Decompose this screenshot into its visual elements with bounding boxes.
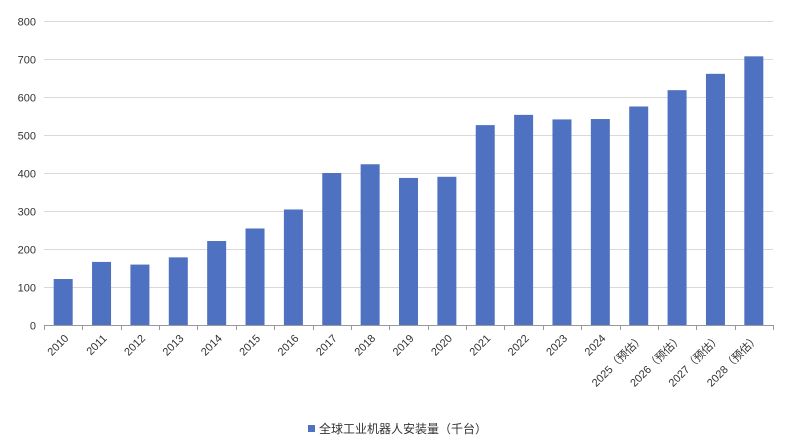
y-tick-label: 500 [18,131,36,143]
x-tick-label: 2010 [46,333,72,359]
bar-2023[interactable] [552,119,572,325]
legend-label: 全球工业机器人安装量（千台） [319,421,487,436]
x-tick-label: 2021 [468,333,494,359]
bar-2019[interactable] [399,177,418,325]
x-tick-label: 2012 [122,333,148,359]
axes [44,325,774,330]
bar-2016[interactable] [283,209,303,325]
x-tick-label: 2020 [429,333,455,359]
x-tick-label: 2019 [391,333,417,359]
y-tick-label: 400 [18,169,36,181]
x-tick-label: 2017 [314,333,340,359]
y-tick-label: 600 [18,93,36,105]
bar-2021[interactable] [475,125,495,326]
bar-2012[interactable] [130,264,150,325]
bar-2027（预估）[interactable] [705,73,725,325]
bar-2013[interactable] [168,257,188,325]
bar-2018[interactable] [360,164,380,325]
x-tick-label: 2014 [199,333,225,359]
y-tick-label: 0 [30,321,36,333]
bar-2010[interactable] [53,279,73,325]
bars [53,56,764,326]
bar-2022[interactable] [514,114,534,325]
bar-2015[interactable] [245,228,265,325]
y-tick-label: 700 [18,55,36,67]
legend[interactable]: 全球工业机器人安装量（千台） [308,421,487,436]
bar-2014[interactable] [207,241,227,325]
x-tick-label: 2015 [237,333,263,359]
y-axis-ticks: 0 100 200 300 400 500 600 700 800 [18,17,36,333]
x-tick-label: 2022 [506,333,532,359]
bar-2024[interactable] [590,119,610,325]
legend-swatch [308,425,315,432]
bar-2025（预估）[interactable] [629,106,649,326]
x-tick-label: 2024 [583,333,609,359]
x-axis-ticks: 2010 2011 2012 2013 2014 2015 2016 2017 2018 2019… [46,332,762,390]
bar-2020[interactable] [437,176,457,325]
y-tick-label: 100 [18,283,36,295]
x-tick-label: 2013 [161,333,187,359]
bar-2028（预估）[interactable] [744,56,764,326]
x-tick-label: 2023 [544,333,570,359]
bar-2026（预估）[interactable] [667,90,687,325]
bar-2011[interactable] [92,261,112,325]
x-tick-label: 2018 [352,333,378,359]
y-tick-label: 200 [18,245,36,257]
y-tick-label: 800 [18,17,36,29]
y-tick-label: 300 [18,207,36,219]
x-tick-label: 2011 [84,333,109,358]
x-tick-label: 2016 [276,333,302,359]
bar-2017[interactable] [322,173,342,325]
